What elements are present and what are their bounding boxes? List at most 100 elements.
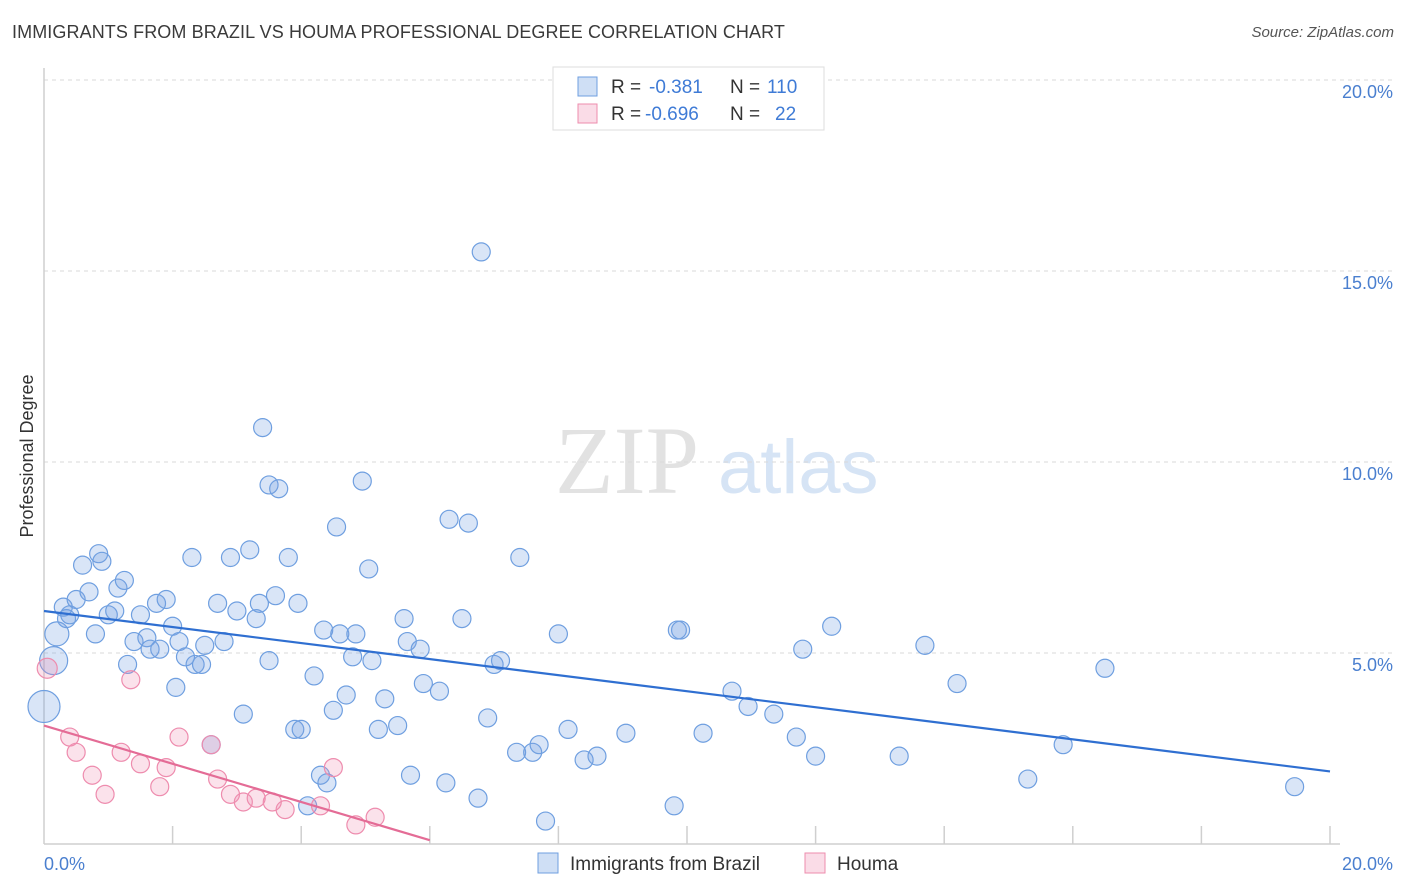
data-point [253, 418, 273, 438]
data-point [507, 742, 527, 762]
data-point [227, 601, 247, 621]
data-point [478, 708, 498, 728]
data-point [510, 547, 530, 568]
chart-source: Source: ZipAtlas.com [1251, 24, 1394, 41]
data-point [323, 757, 343, 778]
data-point [458, 513, 478, 533]
data-point [85, 624, 106, 644]
data-point [535, 811, 556, 831]
data-point [471, 242, 491, 262]
data-point [693, 723, 713, 743]
data-point [156, 589, 176, 610]
data-point [259, 475, 279, 495]
stats-r-value-blue: -0.381 [649, 77, 703, 98]
data-point [388, 715, 408, 736]
data-point [1285, 777, 1305, 797]
data-point [124, 631, 144, 652]
data-point [130, 754, 151, 774]
stats-n-label-pink: N = [730, 104, 760, 125]
data-point [548, 624, 569, 644]
data-point [468, 788, 488, 808]
data-point [146, 593, 167, 613]
data-point [121, 670, 141, 690]
data-point [288, 593, 308, 613]
data-point [233, 792, 253, 812]
y-axis-title: Professional Degree [17, 374, 37, 537]
data-point [195, 635, 215, 655]
data-point [44, 621, 70, 647]
data-point [140, 639, 160, 659]
data-point [352, 471, 372, 491]
data-point [265, 586, 286, 606]
stats-n-value-blue: 110 [767, 77, 797, 98]
y-tick-label: 5.0% [1352, 655, 1393, 675]
data-point [362, 651, 382, 671]
data-point [182, 547, 202, 568]
data-point [278, 547, 298, 568]
data-point [452, 609, 472, 629]
data-point [92, 551, 112, 571]
data-point [169, 727, 189, 747]
data-point [664, 796, 684, 816]
data-point [529, 735, 549, 755]
data-point [304, 666, 324, 686]
data-point [82, 765, 102, 785]
data-point [185, 654, 205, 675]
x-tick-layer [171, 826, 1331, 844]
data-point [490, 651, 511, 671]
data-point [805, 746, 826, 766]
data-point [72, 555, 93, 575]
stats-n-label-blue: N = [730, 77, 760, 98]
legend-swatch-houma [804, 852, 826, 874]
legend-swatch-immigrants-from-brazil [537, 852, 559, 874]
x-tick-label-max: 20.0% [1342, 854, 1393, 874]
data-point [764, 704, 784, 724]
data-point [79, 582, 99, 602]
data-point [336, 685, 356, 705]
data-point [394, 609, 414, 629]
data-point [330, 624, 350, 644]
data-point [375, 689, 395, 709]
data-point [413, 673, 433, 694]
stats-swatch-blue [577, 76, 598, 97]
data-point [670, 620, 691, 640]
legend-label-houma: Houma [837, 854, 899, 875]
data-point [259, 651, 279, 671]
data-point [400, 765, 421, 785]
data-point [314, 620, 334, 640]
data-point [346, 624, 366, 644]
data-point [587, 746, 607, 766]
data-point [947, 673, 967, 694]
data-point [323, 700, 343, 720]
data-point [574, 750, 594, 770]
data-point [436, 773, 456, 793]
data-point [27, 689, 61, 724]
data-point [114, 570, 134, 591]
data-point [738, 696, 758, 717]
data-point [95, 784, 115, 804]
data-point [246, 788, 266, 808]
x-tick-label-min: 0.0% [44, 854, 85, 874]
data-point [429, 681, 450, 701]
data-point [150, 777, 170, 797]
data-point [246, 609, 266, 629]
data-point [66, 742, 86, 762]
data-point [368, 719, 388, 740]
stats-r-label-blue: R = [611, 77, 641, 98]
data-point [410, 639, 430, 659]
data-point [130, 605, 151, 625]
stats-n-value-pink: 22 [775, 104, 796, 125]
stats-legend: R = -0.381 N = 110 R = -0.696 N = 22 [552, 66, 825, 131]
data-point [208, 593, 228, 613]
data-point [889, 746, 909, 766]
data-point [191, 654, 212, 675]
data-point [105, 601, 125, 621]
trend-line [43, 724, 431, 842]
data-point [220, 547, 241, 568]
data-point [326, 517, 347, 537]
stats-r-value-pink: -0.696 [645, 104, 699, 125]
data-point [233, 704, 253, 724]
data-point [269, 479, 289, 499]
data-point [150, 639, 170, 659]
